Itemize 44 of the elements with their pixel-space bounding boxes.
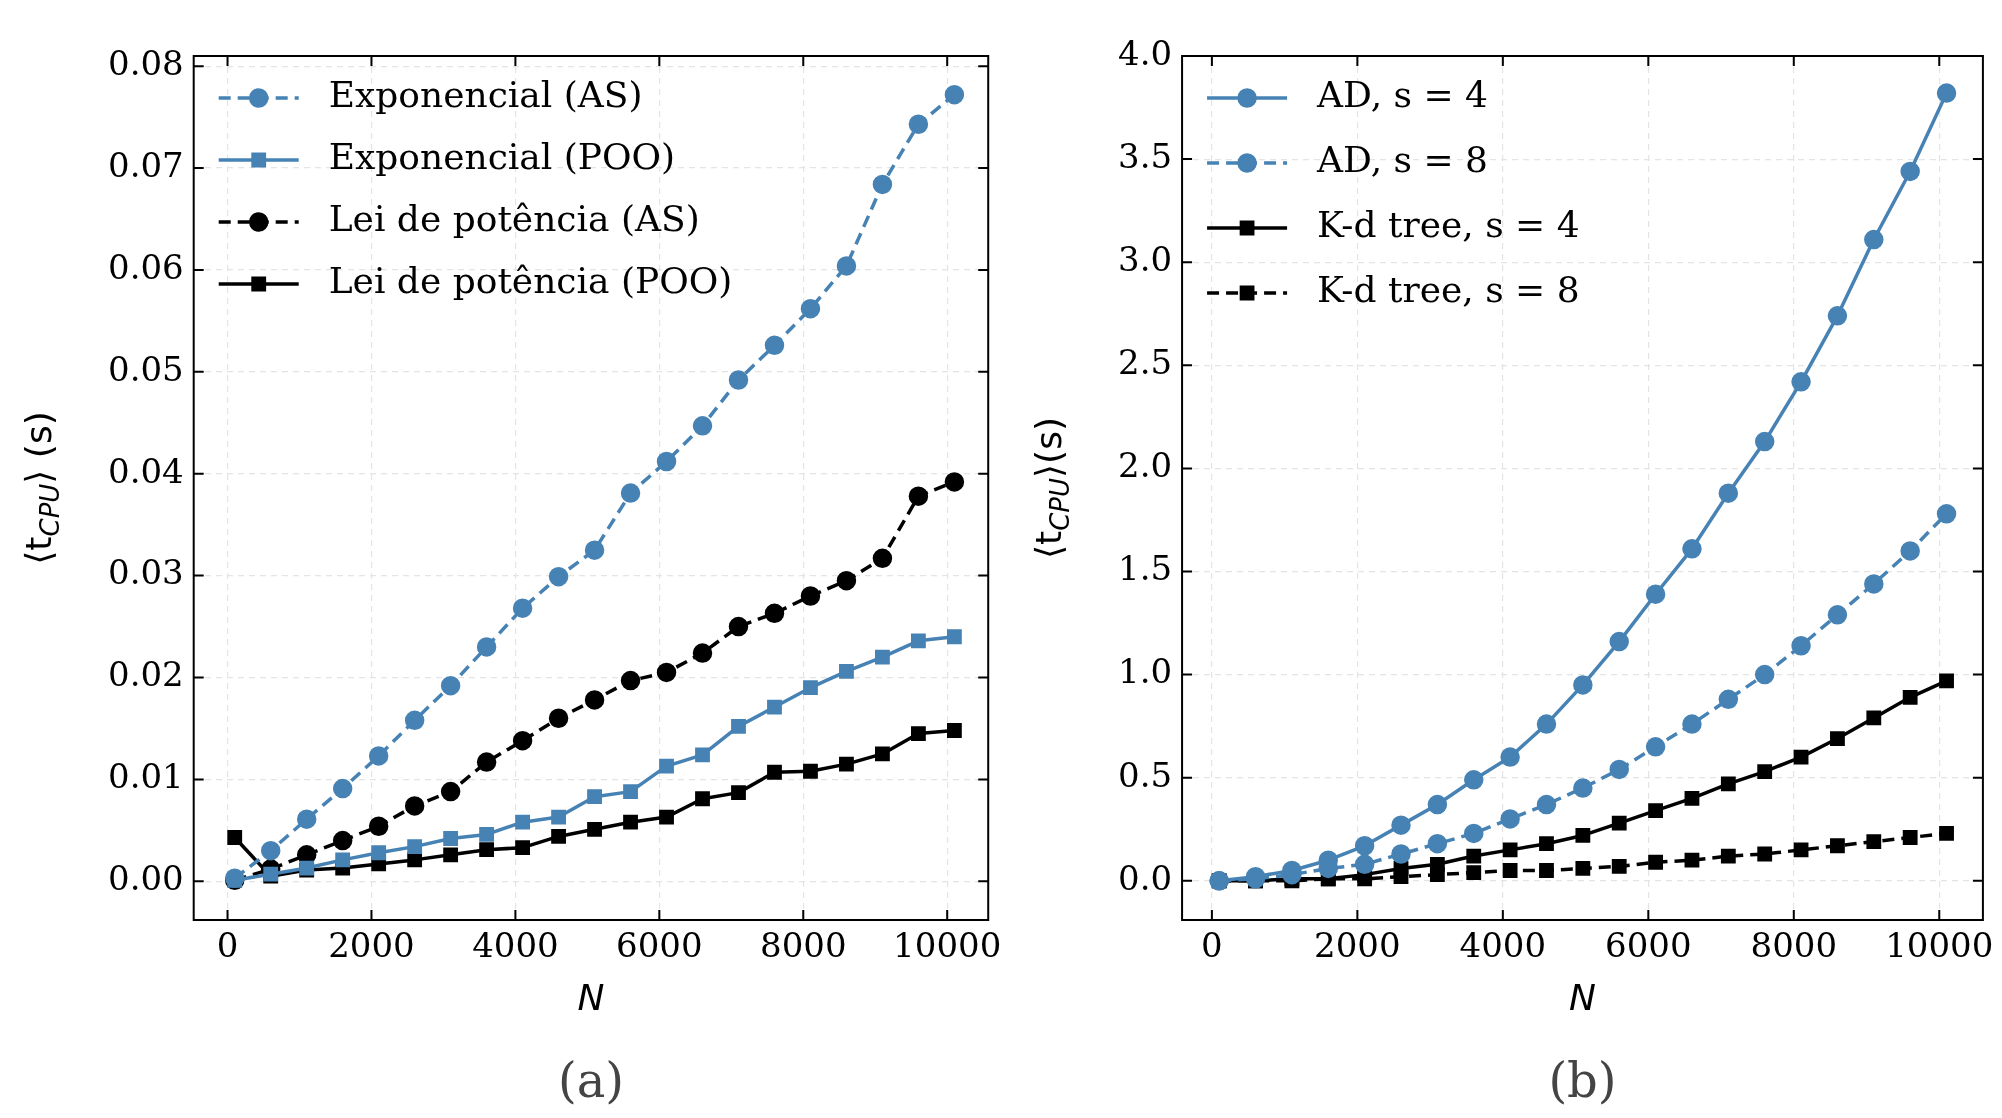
y-tick-label: 3.5 [1117,135,1173,176]
legend-label: Lei de potência (POO) [328,260,733,302]
y-tick-label: 4.0 [1117,32,1173,73]
x-tick-label: 4000 [1459,925,1547,966]
legend-label: AD, s = 8 [1316,139,1488,181]
y-axis-title: ⟨tCPU⟩(s) [1028,417,1075,559]
text: (b) [1548,1052,1617,1109]
y-tick-label: 0.5 [1117,754,1173,795]
legend-label: K-d tree, s = 8 [1317,269,1580,311]
x-axis-title: N [1569,976,1596,1018]
legend-label: Lei de potência (AS) [328,198,700,240]
x-tick-label: 6000 [616,925,703,966]
y-tick-label: 0.03 [108,552,184,593]
y-tick-label: 0.01 [108,756,184,797]
y-tick-label: 0.06 [108,246,184,287]
y-tick-label: 0.08 [108,43,184,84]
x-tick-label: 0 [216,925,239,966]
y-tick-label: 0.05 [108,348,184,389]
legend-label: K-d tree, s = 4 [1317,204,1580,246]
y-axis-title: ⟨tCPU⟩ (s) [18,411,65,565]
text: (a) [557,1052,624,1109]
y-tick-label: 1.5 [1117,548,1173,589]
y-tick-label: 1.0 [1117,651,1173,692]
y-tick-label: 0.0 [1117,857,1173,898]
x-tick-label: 10000 [1885,925,1994,966]
y-tick-label: 2.0 [1117,445,1173,486]
y-tick-label: 0.00 [108,858,184,899]
x-tick-label: 0 [1201,925,1223,966]
x-tick-label: 8000 [1750,925,1838,966]
y-tick-label: 0.04 [108,450,184,491]
y-tick-label: 0.07 [108,144,184,185]
x-tick-label: 6000 [1605,925,1692,966]
x-tick-label: 4000 [472,925,559,966]
y-tick-label: 3.0 [1117,239,1173,280]
legend-label: Exponencial (POO) [328,136,676,178]
x-tick-label: 2000 [328,925,415,966]
legend-label: Exponencial (AS) [328,74,643,116]
y-tick-label: 2.5 [1117,342,1173,383]
y-tick-label: 0.02 [108,654,184,695]
x-tick-label: 8000 [760,925,847,966]
x-tick-label: 2000 [1314,925,1401,966]
x-axis-title: N [577,976,605,1018]
x-tick-label: 10000 [893,925,1002,966]
legend-label: AD, s = 4 [1316,74,1488,116]
